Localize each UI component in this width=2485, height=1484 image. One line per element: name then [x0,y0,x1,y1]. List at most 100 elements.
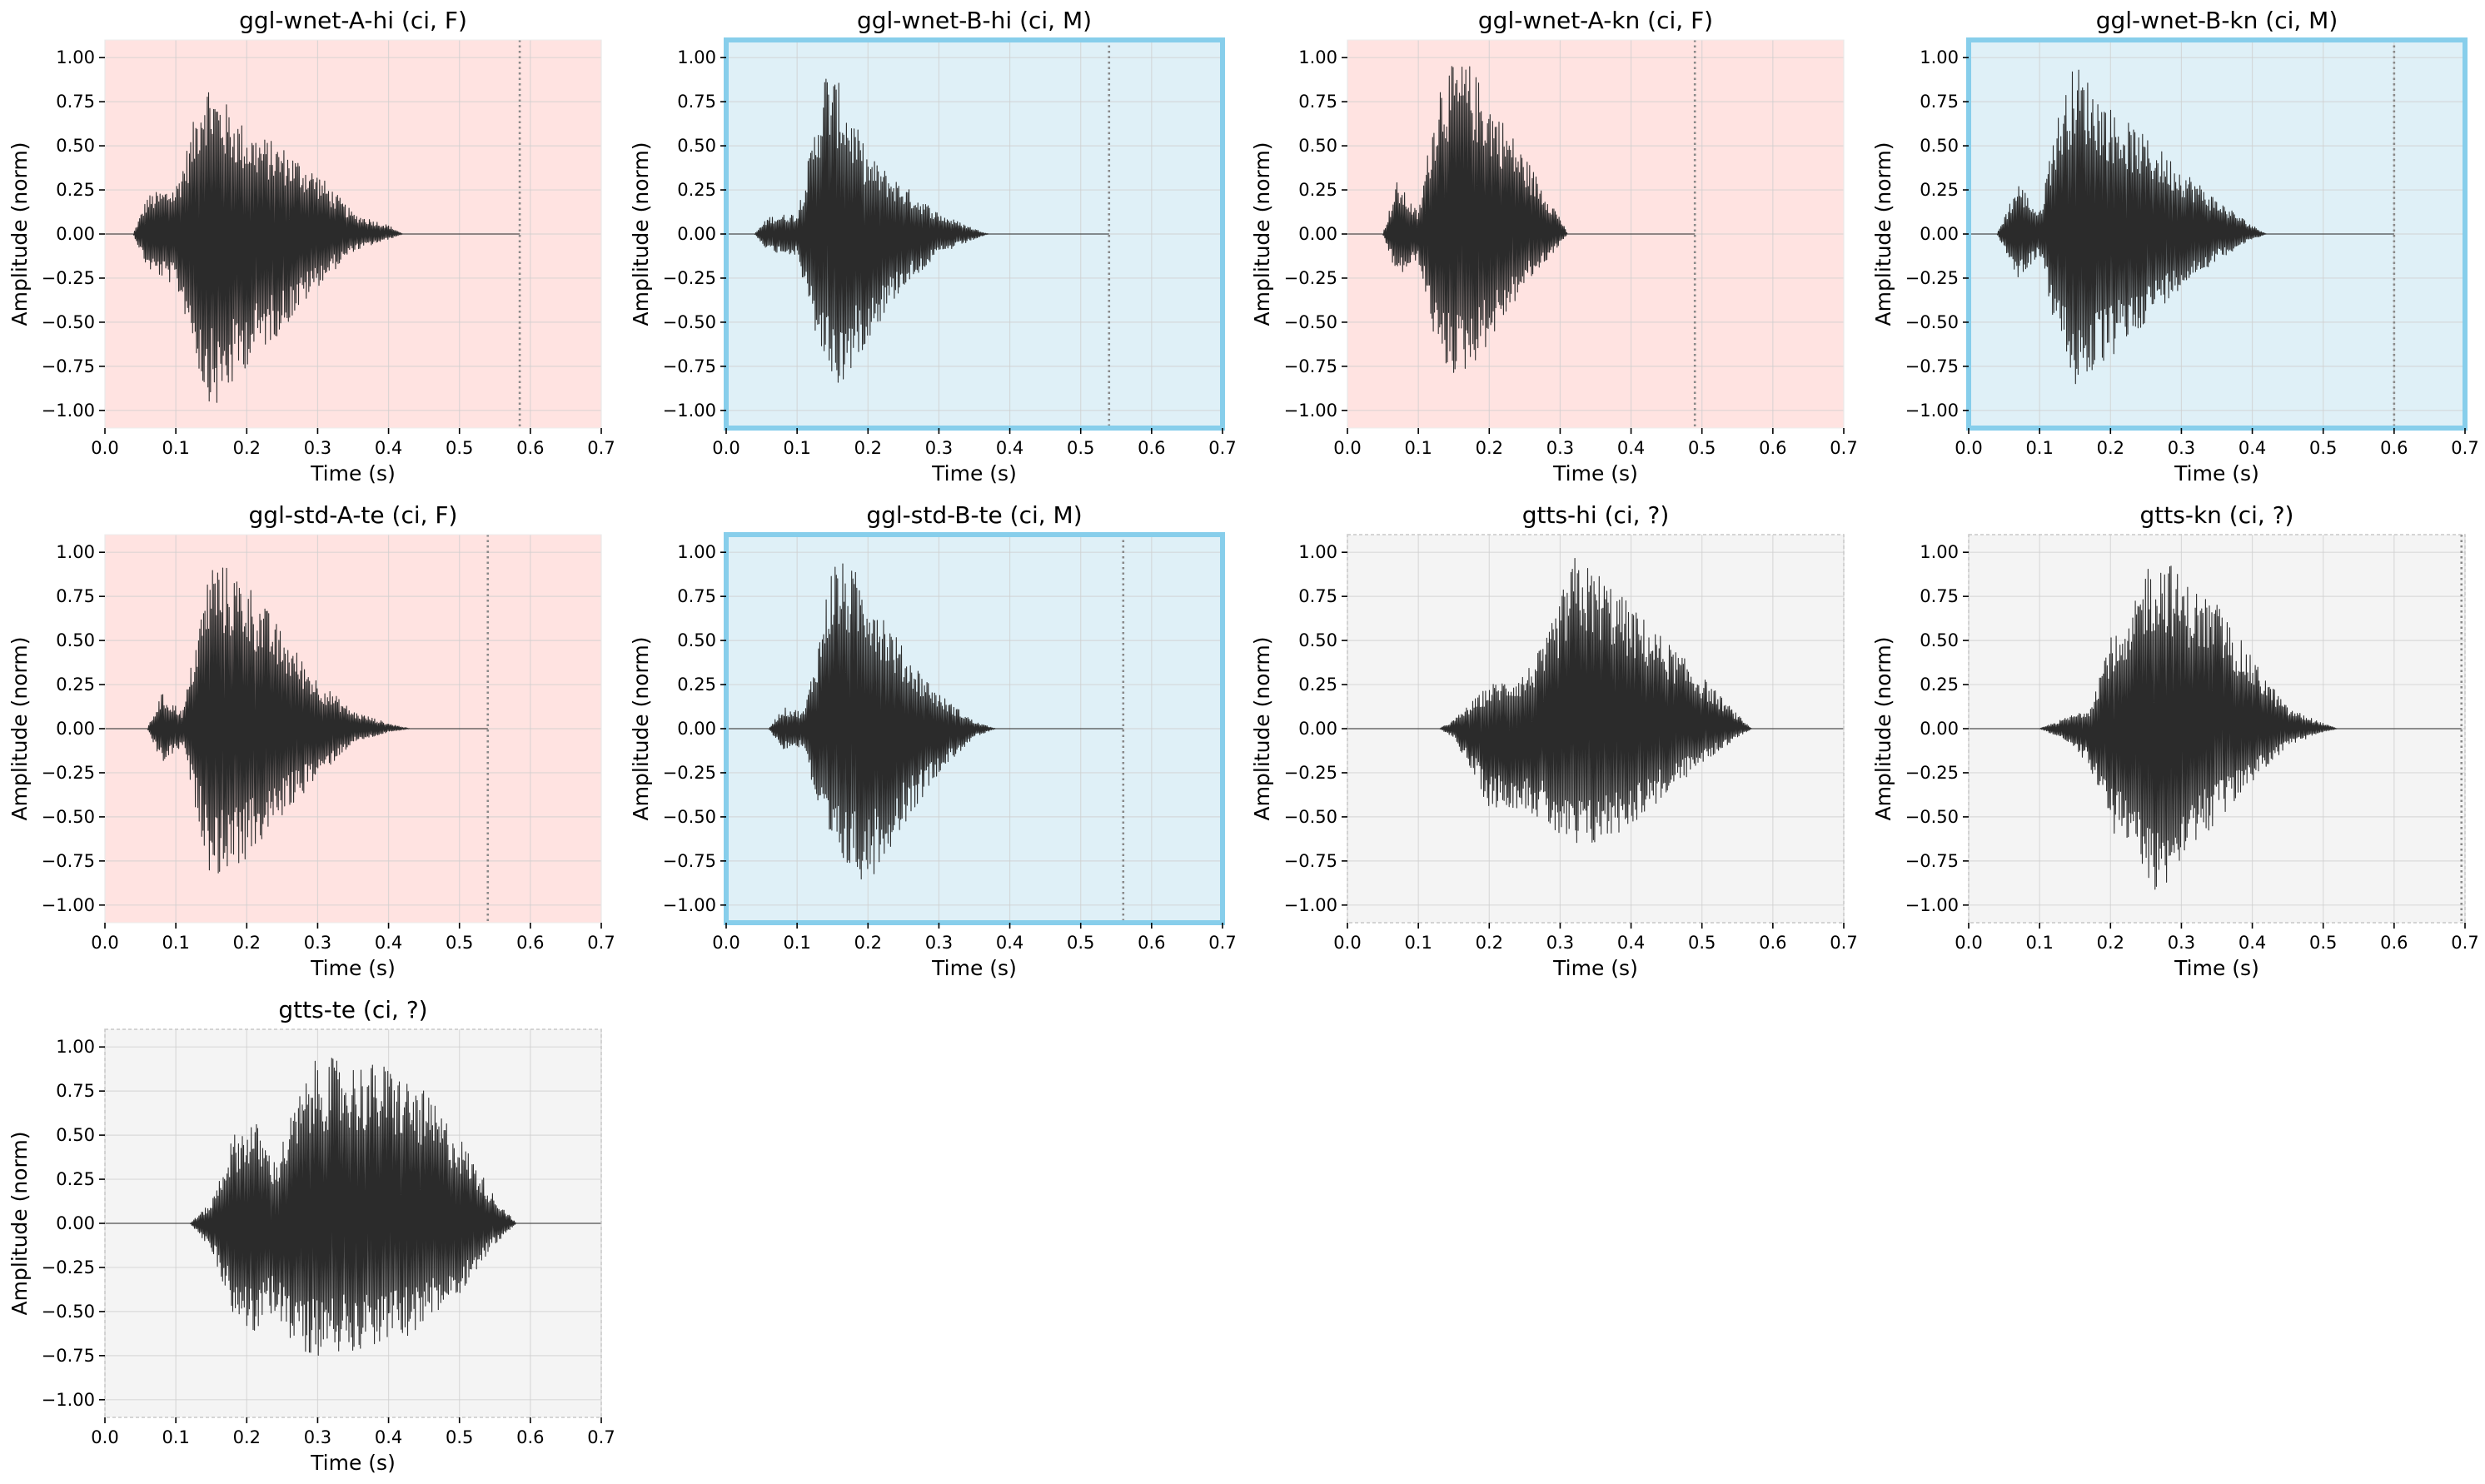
x-tick-label: 0.0 [712,438,740,458]
x-axis-label: Time (s) [1552,956,1638,980]
y-tick-label: 0.00 [1920,224,1959,244]
y-tick-label: −0.75 [1905,851,1959,871]
y-tick-label: 0.25 [56,180,95,200]
y-axis-label: Amplitude (norm) [1250,637,1274,821]
y-tick-label: 0.50 [56,630,95,650]
x-axis-label: Time (s) [310,461,396,486]
x-tick-label: 0.6 [516,438,544,458]
x-tick-label: 0.4 [1617,438,1645,458]
x-tick-label: 0.2 [854,933,882,953]
subplot-4: 0.0 0.1 0.2 0.3 0.4 0.5 0.6 0.7 1.00 0.75 0.50 0.25… [1871,7,2479,486]
x-tick-label: 0.2 [854,438,882,458]
y-tick-label: −0.25 [1905,268,1959,288]
y-tick-label: 0.50 [677,630,716,650]
x-tick-label: 0.6 [1759,933,1786,953]
waveform-line [1347,66,1696,373]
subplot-title: ggl-wnet-A-kn (ci, F) [1478,7,1713,34]
x-tick-label: 0.0 [91,438,118,458]
y-tick-label: 0.00 [56,224,95,244]
x-axis-label: Time (s) [2174,956,2259,980]
subplot-title: ggl-std-A-te (ci, F) [249,501,458,529]
y-tick-label: −0.75 [1284,851,1337,871]
y-tick-label: 0.25 [1920,180,1959,200]
y-tick-label: 0.75 [56,92,95,112]
x-tick-label: 0.3 [2168,933,2195,953]
y-tick-label: 1.00 [56,1037,95,1057]
y-tick-label: −0.75 [1905,356,1959,376]
x-tick-label: 0.3 [2168,438,2195,458]
x-tick-label: 0.2 [2097,438,2124,458]
y-tick-label: 0.00 [56,1213,95,1233]
waveform-line [105,1058,601,1357]
y-tick-label: 1.00 [1298,542,1337,562]
x-tick-label: 0.2 [233,1427,261,1447]
y-tick-label: −1.00 [42,895,95,915]
y-tick-label: −1.00 [42,401,95,421]
y-tick-label: −0.75 [42,356,95,376]
waveform-line [1347,557,1844,844]
y-tick-label: 0.75 [677,92,716,112]
y-tick-label: 0.75 [56,586,95,606]
x-axis-label: Time (s) [2174,461,2259,486]
x-tick-label: 0.4 [375,438,402,458]
y-axis-label: Amplitude (norm) [629,637,653,821]
x-tick-label: 0.3 [925,933,953,953]
x-tick-label: 0.3 [925,438,953,458]
x-tick-label: 0.0 [1955,933,1982,953]
y-axis-label: Amplitude (norm) [1250,142,1274,326]
x-axis-label: Time (s) [931,956,1017,980]
y-tick-label: 0.75 [56,1081,95,1101]
x-tick-label: 0.2 [233,438,261,458]
subplot-title: gtts-te (ci, ?) [278,996,427,1023]
x-tick-label: 0.7 [587,438,615,458]
y-tick-label: −1.00 [1905,895,1959,915]
subplot-title: ggl-wnet-B-hi (ci, M) [857,7,1092,34]
x-tick-label: 0.1 [162,933,189,953]
y-tick-label: 1.00 [56,47,95,67]
y-tick-label: −0.25 [663,763,716,783]
y-tick-label: −0.25 [1284,763,1337,783]
y-tick-label: −0.25 [42,763,95,783]
y-tick-label: −0.50 [1284,807,1337,827]
x-tick-label: 0.6 [1138,438,1165,458]
y-tick-label: 0.75 [677,586,716,606]
waveform-line [726,78,1109,383]
x-tick-label: 0.5 [2309,933,2337,953]
y-tick-label: −0.25 [42,268,95,288]
x-tick-label: 0.0 [91,933,118,953]
y-axis-label: Amplitude (norm) [7,637,32,821]
x-tick-label: 0.2 [2097,933,2124,953]
y-tick-label: 0.50 [1298,630,1337,650]
y-tick-label: 0.75 [1920,586,1959,606]
x-tick-label: 0.3 [1546,933,1574,953]
y-tick-label: 0.25 [1298,180,1337,200]
x-tick-label: 0.4 [2238,438,2266,458]
y-tick-label: −0.75 [42,1346,95,1366]
y-tick-label: 1.00 [1920,542,1959,562]
x-tick-label: 0.3 [1546,438,1574,458]
x-axis-label: Time (s) [310,956,396,980]
x-tick-label: 0.3 [304,1427,331,1447]
x-tick-label: 0.1 [783,933,810,953]
y-tick-label: 0.50 [56,1125,95,1145]
y-axis-label: Amplitude (norm) [1871,142,1895,326]
y-tick-label: 0.00 [677,719,716,739]
x-tick-label: 0.7 [587,933,615,953]
subplot-title: ggl-std-B-te (ci, M) [866,501,1082,529]
y-tick-label: −0.75 [663,356,716,376]
x-tick-label: 0.7 [1830,933,1857,953]
y-tick-label: −1.00 [1284,401,1337,421]
y-tick-label: 0.00 [1298,719,1337,739]
y-tick-label: −0.75 [1284,356,1337,376]
subplot-3: 0.0 0.1 0.2 0.3 0.4 0.5 0.6 0.7 1.00 0.75 0.50 0.25… [1250,7,1858,486]
subplot-9: 0.0 0.1 0.2 0.3 0.4 0.5 0.6 0.7 1.00 0.75 0.50 0.25… [7,996,615,1475]
y-tick-label: −0.50 [42,807,95,827]
x-tick-label: 0.7 [1208,933,1236,953]
x-tick-label: 0.2 [1476,933,1503,953]
y-tick-label: −0.25 [1905,763,1959,783]
y-axis-label: Amplitude (norm) [629,142,653,326]
y-tick-label: −0.50 [1284,312,1337,332]
y-tick-label: 0.25 [677,675,716,695]
y-tick-label: −1.00 [1905,401,1959,421]
